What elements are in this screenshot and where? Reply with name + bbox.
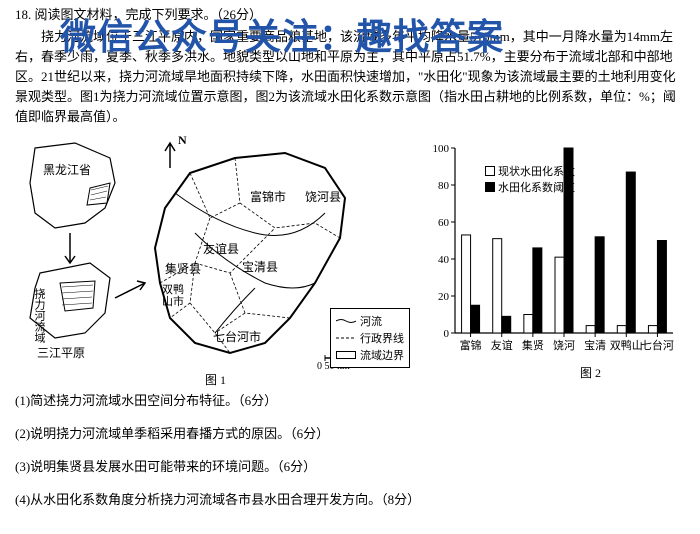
label-jixian: 集贤县 — [165, 260, 201, 277]
chart-legend: 现状水田化系数 水田化系数阈值 — [485, 163, 575, 195]
figures-row: 黑龙江省 三江平原 挠力河流域 N 富锦市 饶河县 友谊县 宝清县 集贤县 双鸭… — [15, 133, 685, 388]
label-north: N — [178, 133, 187, 148]
map-figure: 黑龙江省 三江平原 挠力河流域 N 富锦市 饶河县 友谊县 宝清县 集贤县 双鸭… — [15, 133, 425, 388]
label-shuangyashan: 双鸭山市 — [162, 284, 184, 308]
svg-text:80: 80 — [438, 180, 450, 192]
question-1: (1)简述挠力河流域水田空间分布特征。（6分） — [15, 390, 685, 409]
questions: (1)简述挠力河流域水田空间分布特征。（6分） (2)说明挠力河流域单季稻采用春… — [15, 390, 685, 508]
fig2-label: 图 2 — [580, 364, 601, 381]
label-fujin: 富锦市 — [250, 188, 286, 205]
svg-text:60: 60 — [438, 217, 450, 229]
svg-text:20: 20 — [438, 291, 450, 303]
label-heilongjiang: 黑龙江省 — [43, 161, 91, 178]
map-legend: 河流 行政界线 流域边界 — [330, 308, 410, 368]
svg-text:富锦: 富锦 — [460, 338, 482, 352]
svg-text:100: 100 — [433, 143, 450, 155]
fig1-label: 图 1 — [205, 371, 226, 388]
svg-text:饶河: 饶河 — [553, 339, 575, 352]
question-3: (3)说明集贤县发展水田可能带来的环境问题。（6分） — [15, 456, 685, 475]
legend-river: 河流 — [360, 313, 382, 329]
legend-basin: 流域边界 — [360, 347, 404, 363]
legend-series1: 现状水田化系数 — [498, 163, 575, 179]
label-sanjiang: 三江平原 — [37, 344, 85, 361]
svg-text:宝清: 宝清 — [584, 338, 606, 352]
svg-text:集贤: 集贤 — [522, 338, 544, 352]
label-baoqing: 宝清县 — [242, 258, 278, 275]
label-youyi: 友谊县 — [203, 240, 239, 257]
watermark: 微信公众号关注：趣找答案 — [60, 8, 504, 60]
legend-admin: 行政界线 — [360, 330, 404, 346]
svg-text:0: 0 — [444, 328, 450, 340]
svg-text:双鸭山: 双鸭山 — [610, 339, 643, 352]
label-naoli: 挠力河流域 — [31, 288, 47, 343]
svg-text:友谊: 友谊 — [491, 338, 513, 352]
svg-text:七台河: 七台河 — [641, 338, 674, 352]
question-2: (2)说明挠力河流域单季稻采用春播方式的原因。（6分） — [15, 423, 685, 442]
svg-text:40: 40 — [438, 254, 450, 266]
legend-series2: 水田化系数阈值 — [498, 179, 575, 195]
question-4: (4)从水田化系数角度分析挠力河流域各市县水田合理开发方向。（8分） — [15, 489, 685, 508]
label-raohe: 饶河县 — [305, 188, 341, 205]
chart-figure: 0 20 40 60 80 100 富锦友谊集贤饶河宝清双鸭山七台河 现状水田化系数 水田化… — [425, 133, 685, 388]
label-qitaihe: 七台河市 — [213, 328, 261, 345]
